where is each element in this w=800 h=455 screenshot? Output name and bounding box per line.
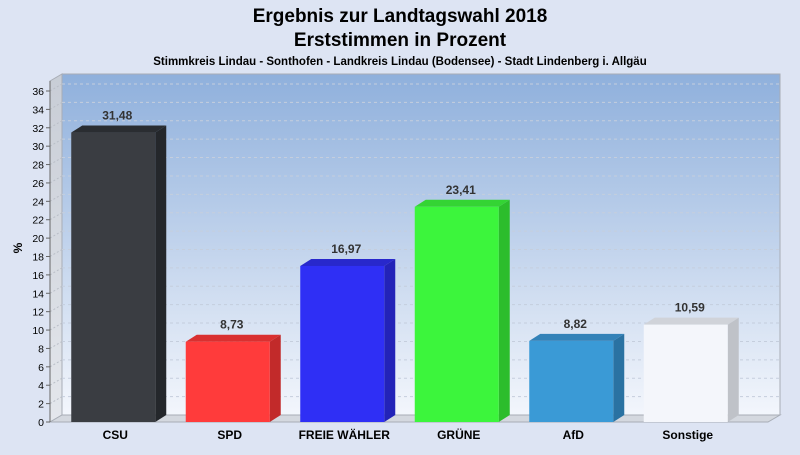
bar: 8,73	[185, 318, 281, 422]
x-tick-label: GRÜNE	[437, 427, 480, 442]
y-tick-label: 6	[38, 362, 44, 374]
bar: 31,48	[71, 109, 167, 422]
y-tick-label: 30	[32, 141, 44, 153]
bar: 16,97	[300, 242, 396, 422]
bar-front	[71, 132, 156, 422]
x-tick-label: CSU	[103, 428, 128, 442]
y-tick-label: 18	[32, 252, 44, 264]
y-tick-label: 24	[32, 196, 44, 208]
bar-top	[300, 258, 396, 266]
y-tick-label: 22	[32, 215, 44, 227]
bar-side	[727, 317, 739, 422]
bar-top	[71, 125, 167, 133]
bar-top	[185, 334, 281, 342]
left-wall	[49, 73, 63, 423]
bar: 10,59	[643, 301, 739, 422]
x-tick-label: Sonstige	[662, 428, 713, 442]
y-tick-label: 32	[32, 123, 44, 135]
y-tick-label: 2	[38, 399, 44, 411]
bar-front	[185, 341, 270, 422]
bar-front	[643, 324, 728, 422]
chart-caption: Stimmkreis Lindau - Sonthofen - Landkrei…	[153, 56, 646, 68]
bar-value-label: 8,82	[564, 317, 588, 331]
y-tick-label: 28	[32, 160, 44, 172]
bar-top	[643, 317, 739, 325]
y-tick-label: 20	[32, 233, 44, 245]
bar-front	[300, 265, 385, 422]
bar-top	[414, 199, 510, 207]
y-axis-label: %	[11, 242, 25, 253]
bar-value-label: 8,73	[220, 318, 244, 332]
bar-front	[414, 206, 499, 422]
y-tick-label: 12	[32, 307, 44, 319]
bar-side	[498, 199, 510, 422]
y-tick-label: 34	[32, 104, 44, 116]
bar-front	[529, 340, 614, 422]
bar-value-label: 10,59	[675, 301, 705, 315]
y-tick-label: 26	[32, 178, 44, 190]
bar-side	[613, 333, 625, 422]
chart-subtitle: Erststimmen in Prozent	[294, 30, 507, 51]
x-tick-label: AfD	[563, 428, 585, 442]
x-tick-label: SPD	[217, 428, 242, 442]
bar-value-label: 31,48	[102, 109, 132, 123]
x-tick-label: FREIE WÄHLER	[299, 427, 391, 442]
y-tick-label: 0	[38, 417, 44, 429]
y-tick-label: 36	[32, 86, 44, 98]
chart-title: Ergebnis zur Landtagswahl 2018	[253, 6, 548, 27]
y-tick-label: 4	[38, 380, 44, 392]
bar-value-label: 16,97	[331, 242, 361, 256]
bar-value-label: 23,41	[446, 183, 476, 197]
y-tick-label: 8	[38, 343, 44, 355]
y-tick-label: 16	[32, 270, 44, 282]
bar-side	[155, 125, 167, 422]
bar-top	[529, 333, 625, 341]
y-tick-label: 10	[32, 325, 44, 337]
y-tick-label: 14	[32, 288, 44, 300]
x-axis: CSU SPD FREIE WÄHLER GRÜNE AfD Sonstige	[103, 427, 714, 442]
bar-side	[269, 334, 281, 422]
bar-side	[384, 258, 396, 422]
bar: 23,41	[414, 183, 510, 422]
bar: 8,82	[529, 317, 625, 422]
bars: 31,48 8,73 16,97 23,41 8,82 10,59	[71, 109, 739, 422]
